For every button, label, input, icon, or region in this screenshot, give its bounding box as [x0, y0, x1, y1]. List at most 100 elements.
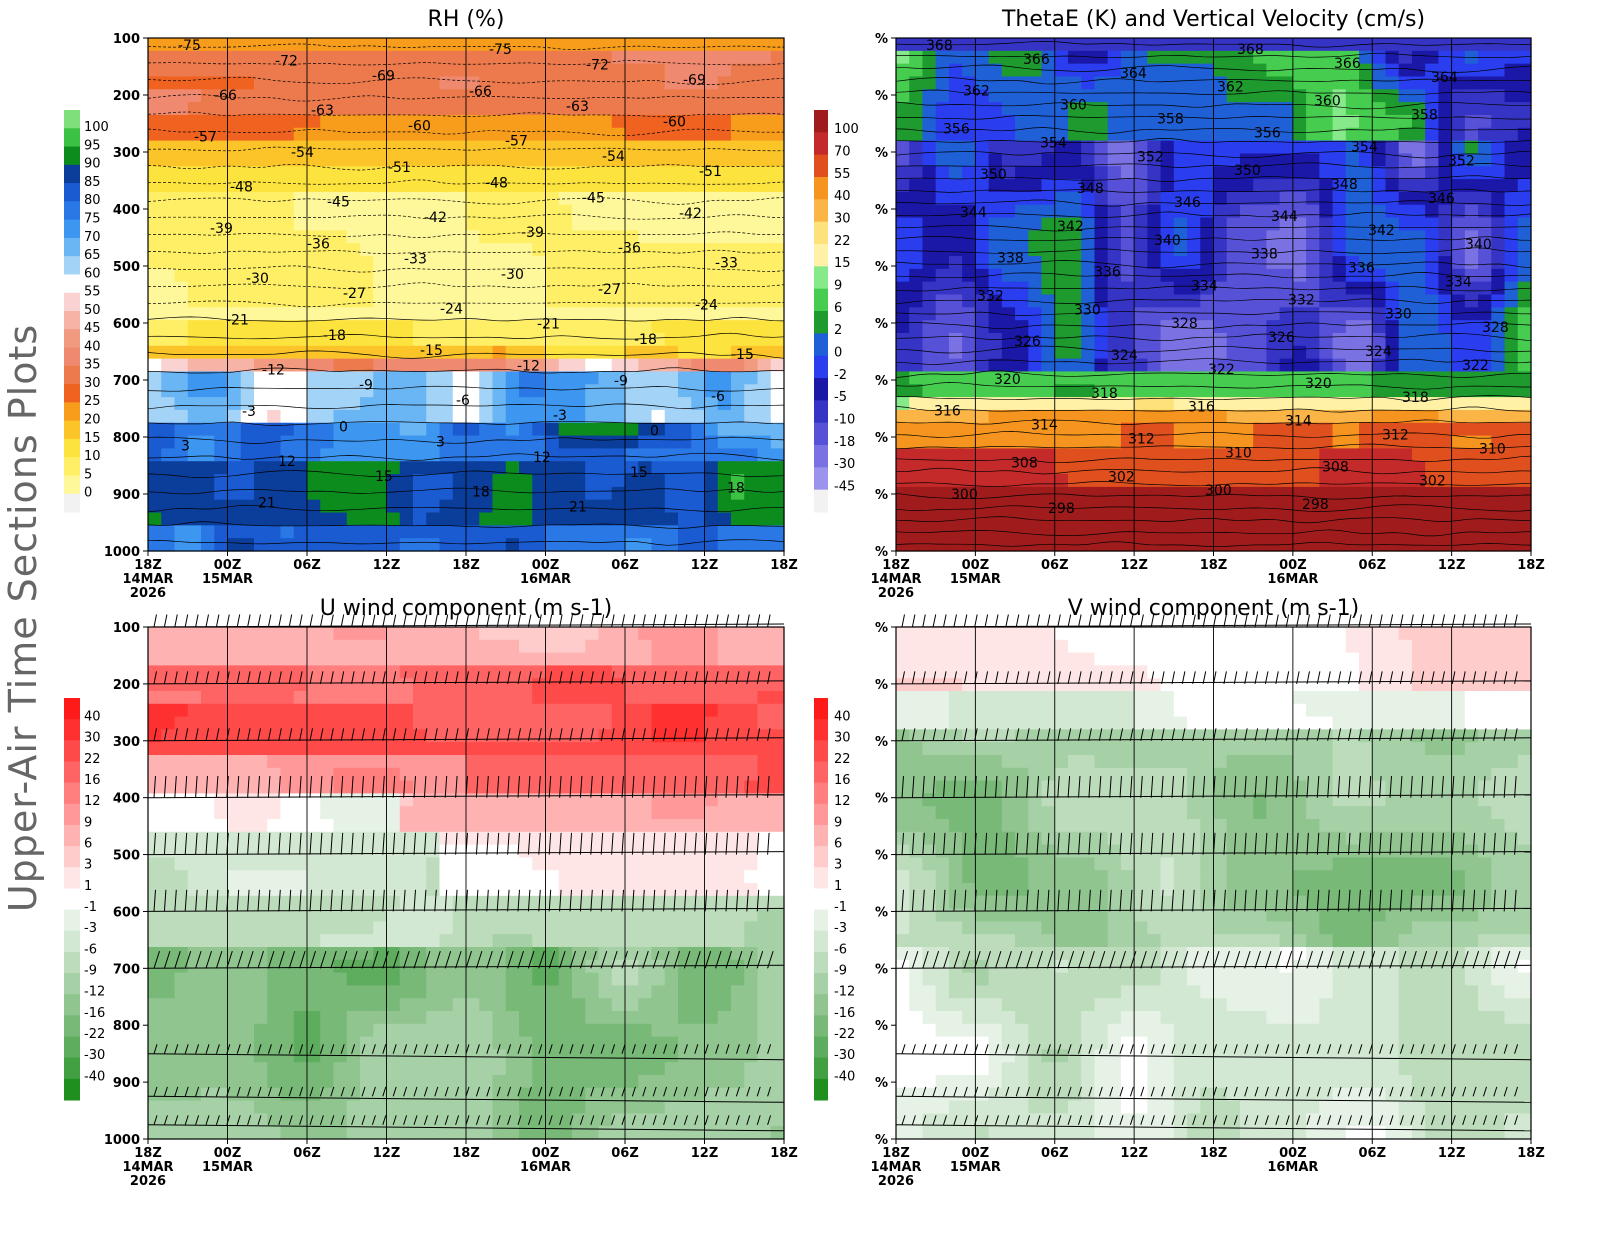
heatmap-cell [665, 295, 679, 308]
heatmap-cell [1174, 397, 1188, 410]
heatmap-cell [612, 538, 626, 551]
heatmap-cell [546, 64, 560, 77]
heatmap-cell [989, 474, 1003, 487]
heatmap-cell [453, 487, 467, 500]
heatmap-cell [175, 205, 189, 218]
heatmap-cell [426, 153, 440, 166]
heatmap-cell [347, 1101, 361, 1114]
heatmap-cell [718, 525, 732, 538]
heatmap-cell [1028, 320, 1042, 333]
heatmap-cell [896, 359, 910, 372]
heatmap-cell [188, 333, 202, 346]
heatmap-cell [652, 166, 666, 179]
heatmap-cell [1253, 295, 1267, 308]
colorbar-label: 65 [84, 248, 101, 263]
heatmap-cell [585, 307, 599, 320]
heatmap-cell [254, 1011, 268, 1024]
heatmap-cell [625, 76, 639, 89]
heatmap-cell [585, 128, 599, 141]
heatmap-cell [771, 333, 785, 346]
heatmap-cell [241, 1062, 255, 1075]
heatmap-cell [201, 640, 215, 653]
heatmap-cell [466, 513, 480, 526]
heatmap-cell [161, 76, 175, 89]
heatmap-cell [678, 243, 692, 256]
heatmap-cell [188, 857, 202, 870]
heatmap-cell [214, 1088, 228, 1101]
heatmap-cell [1306, 38, 1320, 51]
heatmap-cell [413, 64, 427, 77]
heatmap-cell [585, 256, 599, 269]
heatmap-cell [1399, 474, 1413, 487]
heatmap-cell [281, 513, 295, 526]
heatmap-cell [599, 115, 613, 128]
heatmap-cell [989, 423, 1003, 436]
heatmap-cell [572, 461, 586, 474]
heatmap-cell [281, 870, 295, 883]
heatmap-cell [267, 89, 281, 102]
heatmap-cell [585, 448, 599, 461]
heatmap-cell [148, 627, 162, 640]
heatmap-cell [922, 371, 936, 384]
heatmap-cell [1359, 192, 1373, 205]
heatmap-cell [214, 934, 228, 947]
heatmap-cell [1200, 448, 1214, 461]
heatmap-cell [731, 115, 745, 128]
heatmap-cell [1293, 243, 1307, 256]
heatmap-cell [426, 320, 440, 333]
heatmap-cell [1081, 205, 1095, 218]
contour-label: 21 [258, 496, 276, 512]
heatmap-cell [373, 141, 387, 154]
heatmap-cell [909, 436, 923, 449]
heatmap-cell [1108, 192, 1122, 205]
heatmap-cell [161, 513, 175, 526]
heatmap-cell [347, 998, 361, 1011]
heatmap-cell [1412, 153, 1426, 166]
heatmap-cell [638, 89, 652, 102]
heatmap-cell [718, 295, 732, 308]
heatmap-cell [1121, 256, 1135, 269]
heatmap-cell [665, 89, 679, 102]
heatmap-cell [1055, 474, 1069, 487]
heatmap-cell [320, 870, 334, 883]
x-tick-label: 12Z [373, 558, 401, 573]
heatmap-cell [201, 742, 215, 755]
heatmap-cell [161, 320, 175, 333]
heatmap-cell [228, 678, 242, 691]
heatmap-cell [347, 128, 361, 141]
heatmap-cell [909, 410, 923, 423]
heatmap-cell [1505, 474, 1519, 487]
heatmap-cell [1121, 500, 1135, 513]
heatmap-cell [360, 998, 374, 1011]
heatmap-cell [334, 793, 348, 806]
heatmap-cell [652, 64, 666, 77]
heatmap-cell [1187, 243, 1201, 256]
heatmap-cell [599, 487, 613, 500]
heatmap-cell [334, 870, 348, 883]
heatmap-cell [532, 38, 546, 51]
heatmap-cell [373, 487, 387, 500]
heatmap-cell [241, 500, 255, 513]
heatmap-cell [705, 179, 719, 192]
heatmap-cell [1240, 410, 1254, 423]
contour-label: 362 [963, 84, 990, 100]
colorbar-swatch [64, 274, 80, 293]
heatmap-cell [188, 538, 202, 551]
heatmap-cell [625, 128, 639, 141]
heatmap-cell [347, 141, 361, 154]
heatmap-cell [413, 76, 427, 89]
y-tick-label: 900 [113, 488, 140, 503]
colorbar-label: 0 [834, 346, 842, 361]
heatmap-cell [148, 691, 162, 704]
heatmap-cell [360, 269, 374, 282]
heatmap-cell [1359, 371, 1373, 384]
heatmap-cell [161, 64, 175, 77]
heatmap-cell [1081, 333, 1095, 346]
heatmap-cell [307, 729, 321, 742]
contour-label: -30 [246, 271, 269, 287]
heatmap-cell [546, 218, 560, 231]
heatmap-cell [1068, 371, 1082, 384]
heatmap-cell [267, 973, 281, 986]
heatmap-cell [214, 691, 228, 704]
heatmap-cell [201, 1024, 215, 1037]
